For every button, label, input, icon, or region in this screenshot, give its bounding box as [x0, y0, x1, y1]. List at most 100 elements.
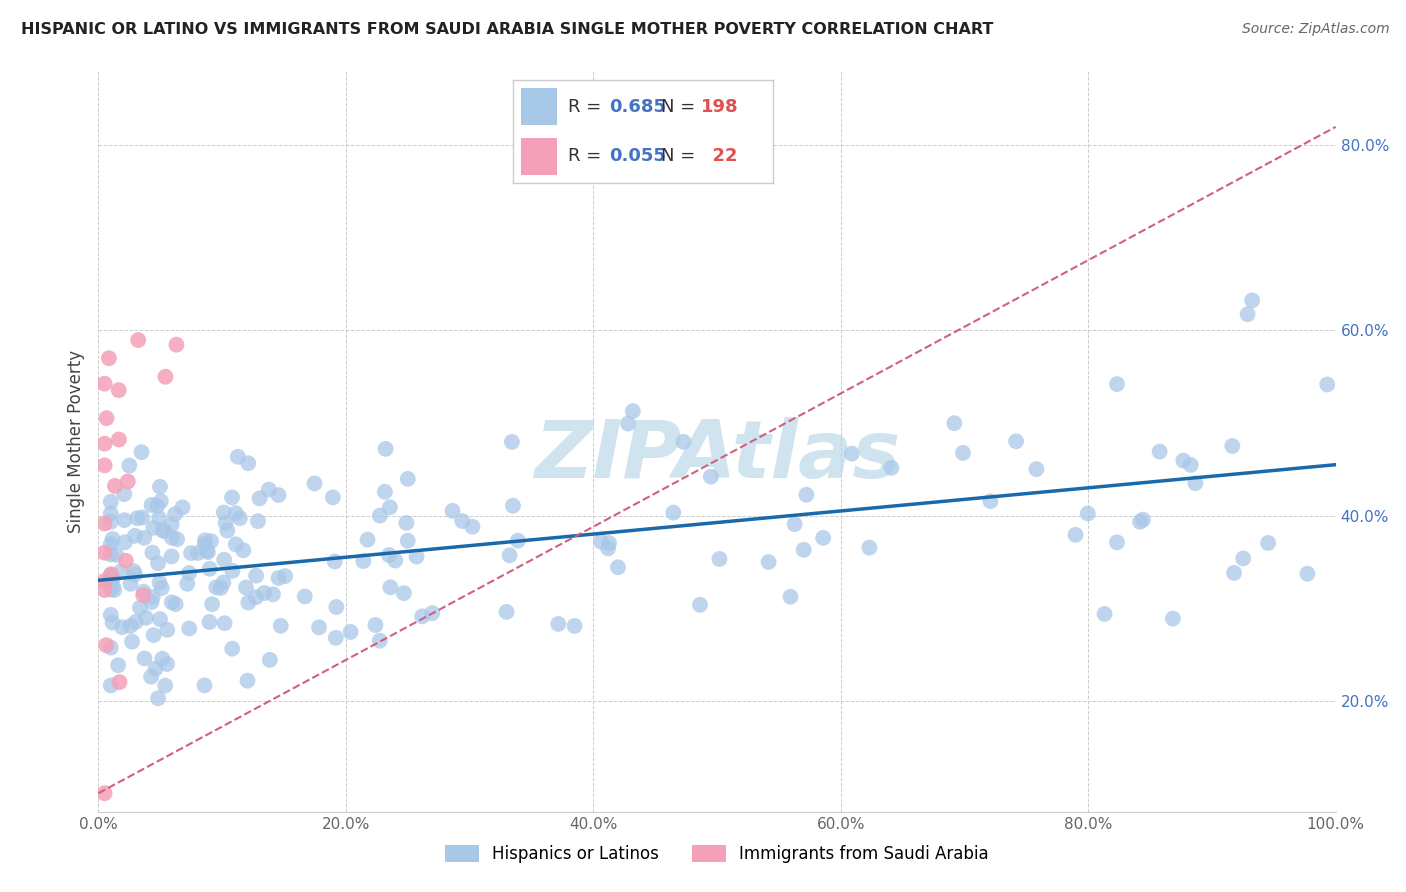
Point	[270, 619, 292, 633]
Point	[274, 569, 297, 583]
Point	[811, 531, 834, 545]
Point	[107, 383, 129, 397]
Point	[134, 651, 156, 665]
Point	[198, 615, 221, 629]
Point	[238, 456, 260, 470]
Point	[506, 533, 529, 548]
Point	[149, 494, 172, 508]
Point	[101, 571, 124, 585]
Point	[100, 494, 122, 508]
Point	[212, 575, 235, 590]
Point	[198, 562, 221, 576]
Point	[267, 571, 290, 585]
Point	[100, 567, 122, 582]
Point	[115, 554, 138, 568]
Point	[662, 506, 685, 520]
Point	[124, 529, 146, 543]
Point	[100, 582, 122, 597]
Point	[225, 537, 247, 551]
Point	[607, 560, 630, 574]
Point	[461, 520, 484, 534]
Point	[100, 548, 122, 562]
Point	[308, 620, 330, 634]
Point	[779, 590, 801, 604]
Point	[93, 786, 115, 800]
Point	[502, 499, 524, 513]
Point	[672, 434, 695, 449]
Point	[117, 475, 139, 489]
Point	[125, 615, 148, 629]
Point	[101, 615, 124, 630]
Point	[352, 554, 374, 568]
Point	[294, 590, 316, 604]
Point	[148, 575, 170, 590]
Point	[214, 516, 236, 530]
Point	[100, 607, 122, 622]
Point	[187, 546, 209, 560]
Y-axis label: Single Mother Poverty: Single Mother Poverty	[66, 350, 84, 533]
Point	[441, 504, 464, 518]
Point	[166, 533, 188, 547]
Point	[124, 567, 146, 582]
Point	[100, 515, 122, 529]
Bar	[522, 137, 557, 175]
Point	[1180, 458, 1202, 472]
Point	[709, 552, 731, 566]
Text: ZIPAtlas: ZIPAtlas	[534, 417, 900, 495]
Point	[420, 606, 443, 620]
Point	[253, 586, 276, 600]
Point	[1149, 444, 1171, 458]
Point	[212, 506, 235, 520]
Point	[339, 624, 361, 639]
Point	[368, 633, 391, 648]
Point	[1132, 513, 1154, 527]
Point	[100, 507, 122, 521]
Point	[149, 612, 172, 626]
Point	[165, 597, 187, 611]
Point	[1184, 476, 1206, 491]
Point	[396, 533, 419, 548]
Point	[689, 598, 711, 612]
Point	[1094, 607, 1116, 621]
Point	[221, 491, 243, 505]
Point	[796, 488, 818, 502]
Point	[142, 628, 165, 642]
Point	[118, 458, 141, 473]
Point	[1129, 515, 1152, 529]
Point	[134, 531, 156, 545]
Point	[1064, 528, 1087, 542]
Point	[194, 533, 217, 548]
Text: HISPANIC OR LATINO VS IMMIGRANTS FROM SAUDI ARABIA SINGLE MOTHER POVERTY CORRELA: HISPANIC OR LATINO VS IMMIGRANTS FROM SA…	[21, 22, 994, 37]
Point	[97, 351, 120, 366]
Point	[132, 588, 155, 602]
Point	[621, 404, 644, 418]
Point	[411, 609, 433, 624]
Point	[101, 532, 124, 546]
Point	[205, 580, 228, 594]
Point	[141, 546, 163, 560]
Point	[156, 657, 179, 671]
Point	[156, 623, 179, 637]
Point	[150, 581, 173, 595]
Point	[392, 586, 415, 600]
Point	[952, 446, 974, 460]
Point	[1296, 566, 1319, 581]
Point	[1077, 507, 1099, 521]
Point	[107, 658, 129, 673]
Point	[589, 534, 612, 549]
Text: 0.685: 0.685	[609, 98, 666, 116]
Point	[235, 581, 257, 595]
Point	[267, 488, 290, 502]
Point	[1173, 453, 1195, 467]
Point	[1220, 439, 1243, 453]
Text: R =: R =	[568, 147, 607, 165]
Point	[141, 670, 163, 684]
Point	[232, 543, 254, 558]
Point	[96, 411, 118, 425]
Point	[155, 369, 177, 384]
Point	[257, 483, 280, 497]
Point	[112, 487, 135, 501]
Point	[1236, 307, 1258, 321]
Point	[131, 445, 153, 459]
Point	[378, 548, 401, 562]
